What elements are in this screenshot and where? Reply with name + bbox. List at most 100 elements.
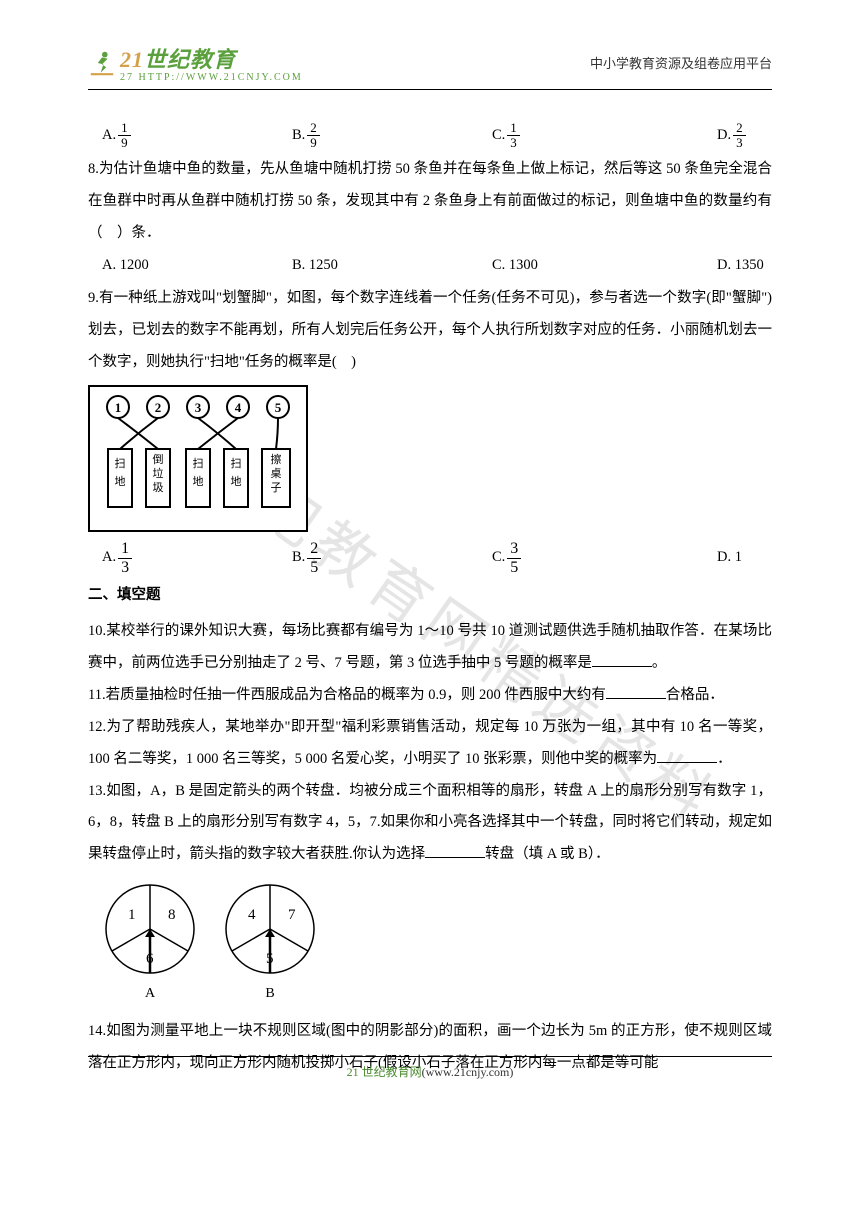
- q7-options: A. 19 B. 29 C. 13 D. 23: [102, 120, 772, 152]
- footer-brand: 21 世纪教育网: [347, 1065, 422, 1079]
- q8-options: A. 1200 B. 1250 C. 1300 D. 1350: [102, 250, 772, 282]
- frac-den: 5: [307, 559, 321, 577]
- q9-option-b: B. 25: [292, 540, 492, 576]
- spinner-a-label: A: [145, 979, 155, 1010]
- q9-text: 9.有一种纸上游戏叫"划蟹脚"，如图，每个数字连线着一个任务(任务不可见)，参与…: [88, 283, 772, 379]
- frac-num: 1: [118, 121, 131, 136]
- fraction: 35: [507, 540, 521, 576]
- q7-option-c: C. 13: [492, 120, 717, 152]
- q9-option-d: D. 1: [717, 540, 742, 576]
- q12-end: ．: [717, 751, 732, 767]
- fraction: 29: [307, 121, 320, 151]
- svg-text:4: 4: [235, 400, 242, 415]
- q13-spinners: 1 8 6 A 4 7 5 B: [102, 881, 772, 1010]
- q8-option-a: A. 1200: [102, 250, 292, 282]
- svg-text:桌: 桌: [271, 467, 282, 480]
- svg-text:圾: 圾: [153, 481, 164, 494]
- opt-label: B.: [292, 120, 305, 152]
- fraction: 13: [507, 121, 520, 151]
- spinner-b: 4 7 5 B: [222, 881, 318, 1010]
- runner-icon: [88, 49, 116, 77]
- opt-label: A.: [102, 120, 116, 152]
- content-body: A. 19 B. 29 C. 13 D. 23 8.为估计鱼塘中鱼的数量，先从鱼…: [88, 120, 772, 1080]
- q7-option-b: B. 29: [292, 120, 492, 152]
- fraction: 25: [307, 540, 321, 576]
- logo-main-text: 世纪教育: [144, 47, 236, 72]
- blank: [425, 844, 485, 859]
- svg-text:6: 6: [146, 951, 154, 967]
- logo-sub-text: 27 HTTP://WWW.21CNJY.COM: [120, 72, 303, 83]
- spinner-b-label: B: [265, 979, 274, 1010]
- logo-prefix: 21: [120, 47, 144, 72]
- spinner-a: 1 8 6 A: [102, 881, 198, 1010]
- frac-num: 1: [507, 121, 520, 136]
- q8-option-d: D. 1350: [717, 250, 764, 282]
- spinner-a-svg: 1 8 6: [102, 881, 198, 977]
- logo: 21世纪教育 27 HTTP://WWW.21CNJY.COM: [88, 42, 303, 83]
- frac-num: 2: [307, 540, 321, 559]
- q8-text: 8.为估计鱼塘中鱼的数量，先从鱼塘中随机打捞 50 条鱼并在每条鱼上做上标记，然…: [88, 154, 772, 250]
- frac-den: 3: [118, 559, 132, 577]
- svg-text:5: 5: [266, 951, 274, 967]
- frac-den: 9: [118, 136, 131, 150]
- blank: [592, 652, 652, 667]
- q10: 10.某校举行的课外知识大赛，每场比赛都有编号为 1～10 号共 10 道测试题…: [88, 616, 772, 680]
- q10-end: 。: [652, 655, 667, 671]
- q13-end: 转盘（填 A 或 B）．: [485, 846, 609, 862]
- q9-option-a: A. 13: [102, 540, 292, 576]
- q11: 11.若质量抽检时任抽一件西服成品为合格品的概率为 0.9，则 200 件西服中…: [88, 680, 772, 712]
- frac-den: 3: [507, 136, 520, 150]
- svg-text:地: 地: [115, 475, 126, 488]
- fraction: 13: [118, 540, 132, 576]
- q8-option-c: C. 1300: [492, 250, 717, 282]
- svg-text:扫: 扫: [193, 457, 204, 470]
- svg-text:垃: 垃: [153, 466, 164, 480]
- blank: [606, 684, 666, 699]
- q8-option-b: B. 1250: [292, 250, 492, 282]
- svg-text:扫: 扫: [115, 457, 126, 470]
- page-container: 21世纪教育 27 HTTP://WWW.21CNJY.COM 中小学教育资源及…: [0, 0, 860, 1110]
- svg-text:1: 1: [128, 907, 136, 923]
- blank: [657, 748, 717, 763]
- q10-text: 10.某校举行的课外知识大赛，每场比赛都有编号为 1～10 号共 10 道测试题…: [88, 623, 772, 671]
- svg-text:倒: 倒: [153, 453, 164, 466]
- frac-den: 5: [507, 559, 521, 577]
- svg-text:2: 2: [155, 400, 162, 415]
- q7-option-d: D. 23: [717, 120, 748, 152]
- crab-leg-diagram: 1 2 3 4 5 扫地: [98, 393, 298, 513]
- frac-num: 1: [118, 540, 132, 559]
- header-right-text: 中小学教育资源及组卷应用平台: [590, 53, 772, 72]
- frac-den: 9: [307, 136, 320, 150]
- opt-label: D.: [717, 120, 731, 152]
- frac-num: 2: [307, 121, 320, 136]
- q13: 13.如图，A，B 是固定箭头的两个转盘．均被分成三个面积相等的扇形，转盘 A …: [88, 776, 772, 872]
- svg-text:扫: 扫: [231, 457, 242, 470]
- section-2-title: 二、填空题: [88, 580, 772, 612]
- q11-text: 11.若质量抽检时任抽一件西服成品为合格品的概率为 0.9，则 200 件西服中…: [88, 687, 606, 703]
- q9-option-c: C. 35: [492, 540, 717, 576]
- opt-label: B.: [292, 542, 305, 574]
- svg-text:7: 7: [288, 907, 296, 923]
- svg-text:擦: 擦: [271, 452, 282, 466]
- fraction: 23: [733, 121, 746, 151]
- q12: 12.为了帮助残疾人，某地举办"即开型"福利彩票销售活动，规定每 10 万张为一…: [88, 712, 772, 776]
- footer-url: (www.21cnjy.com): [422, 1065, 514, 1079]
- frac-num: 2: [733, 121, 746, 136]
- opt-label: C.: [492, 542, 505, 574]
- svg-text:子: 子: [271, 481, 282, 494]
- page-header: 21世纪教育 27 HTTP://WWW.21CNJY.COM 中小学教育资源及…: [88, 42, 772, 90]
- svg-text:8: 8: [168, 907, 176, 923]
- svg-text:地: 地: [231, 475, 242, 488]
- opt-label: C.: [492, 120, 505, 152]
- q9-options: A. 13 B. 25 C. 35 D. 1: [102, 540, 772, 576]
- opt-label: A.: [102, 542, 116, 574]
- q9-figure: 1 2 3 4 5 扫地: [88, 385, 308, 532]
- frac-num: 3: [507, 540, 521, 559]
- frac-den: 3: [733, 136, 746, 150]
- page-footer: 21 世纪教育网(www.21cnjy.com): [88, 1056, 772, 1080]
- q11-end: 合格品．: [666, 687, 724, 703]
- spinner-b-svg: 4 7 5: [222, 881, 318, 977]
- fraction: 19: [118, 121, 131, 151]
- svg-text:3: 3: [195, 400, 202, 415]
- svg-text:4: 4: [248, 907, 256, 923]
